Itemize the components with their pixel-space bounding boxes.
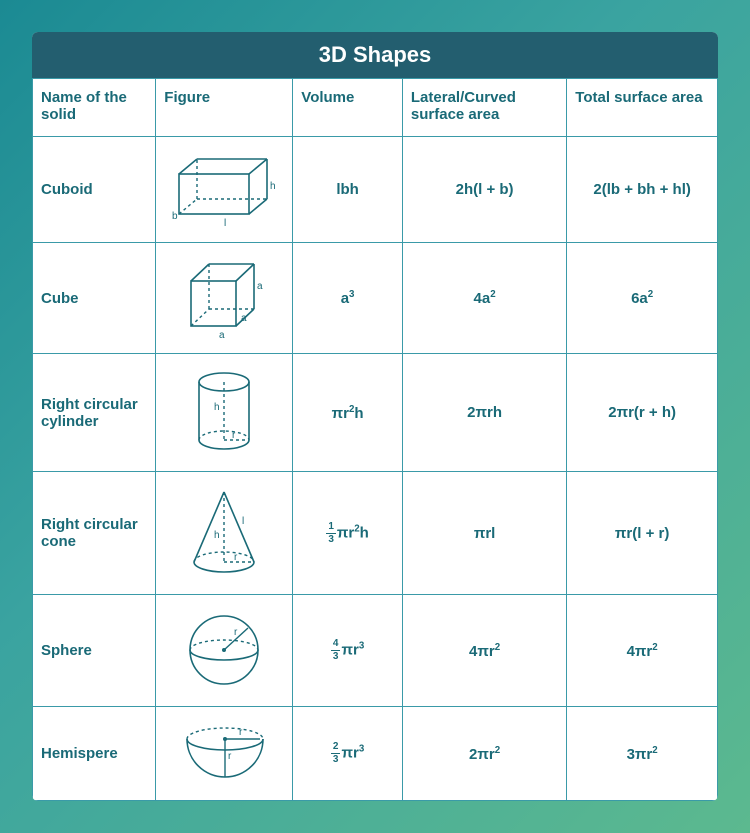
svg-text:l: l xyxy=(242,516,244,527)
cell-name: Sphere xyxy=(33,595,156,707)
cell-volume: 43πr3 xyxy=(293,595,403,707)
table-row: Cuboid h l b lbh2h(l + b)2(lb + bh + hl) xyxy=(33,137,718,243)
cell-figure: h l b xyxy=(156,137,293,243)
cell-lateral: 4πr2 xyxy=(402,595,566,707)
cell-name: Right circular cone xyxy=(33,471,156,595)
card-title: 3D Shapes xyxy=(32,32,718,78)
svg-text:l: l xyxy=(224,218,226,229)
svg-text:h: h xyxy=(214,402,220,413)
table-row: Right circular cone h l r 13πr2hπrlπr(l … xyxy=(33,471,718,595)
header-total: Total surface area xyxy=(567,79,718,137)
table-row: Hemispere r r 23πr32πr23πr2 xyxy=(33,707,718,801)
svg-text:r: r xyxy=(239,727,243,738)
cell-volume: 13πr2h xyxy=(293,471,403,595)
svg-text:a: a xyxy=(257,281,263,292)
table-body: Cuboid h l b lbh2h(l + b)2(lb + bh + hl)… xyxy=(33,137,718,801)
cell-lateral: 2πr2 xyxy=(402,707,566,801)
svg-text:r: r xyxy=(228,751,232,762)
cell-volume: a3 xyxy=(293,242,403,354)
header-figure: Figure xyxy=(156,79,293,137)
cell-total: 2πr(r + h) xyxy=(567,354,718,472)
cell-figure: r r xyxy=(156,707,293,801)
cell-figure: r xyxy=(156,595,293,707)
svg-text:a: a xyxy=(219,330,225,341)
header-lateral: Lateral/Curved surface area xyxy=(402,79,566,137)
svg-text:h: h xyxy=(270,181,276,192)
svg-text:r: r xyxy=(234,627,238,638)
cell-figure: a a a xyxy=(156,242,293,354)
cell-total: 2(lb + bh + hl) xyxy=(567,137,718,243)
table-row: Right circular cylinder h r πr2h2πrh2πr(… xyxy=(33,354,718,472)
shapes-table: Name of the solid Figure Volume Lateral/… xyxy=(32,78,718,801)
svg-text:a: a xyxy=(241,313,247,324)
cell-name: Hemispere xyxy=(33,707,156,801)
header-row: Name of the solid Figure Volume Lateral/… xyxy=(33,79,718,137)
cell-lateral: 4a2 xyxy=(402,242,566,354)
cell-lateral: 2πrh xyxy=(402,354,566,472)
svg-text:r: r xyxy=(232,430,236,441)
cell-figure: h r xyxy=(156,354,293,472)
shapes-card: 3D Shapes Name of the solid Figure Volum… xyxy=(32,32,718,801)
cell-total: 3πr2 xyxy=(567,707,718,801)
cell-volume: lbh xyxy=(293,137,403,243)
cell-name: Cuboid xyxy=(33,137,156,243)
cell-lateral: 2h(l + b) xyxy=(402,137,566,243)
cell-name: Cube xyxy=(33,242,156,354)
cell-volume: 23πr3 xyxy=(293,707,403,801)
cell-total: 4πr2 xyxy=(567,595,718,707)
cell-name: Right circular cylinder xyxy=(33,354,156,472)
cell-total: 6a2 xyxy=(567,242,718,354)
header-name: Name of the solid xyxy=(33,79,156,137)
cell-figure: h l r xyxy=(156,471,293,595)
cell-lateral: πrl xyxy=(402,471,566,595)
header-volume: Volume xyxy=(293,79,403,137)
table-row: Sphere r 43πr34πr24πr2 xyxy=(33,595,718,707)
svg-text:h: h xyxy=(214,530,220,541)
table-row: Cube a a a a34a26a2 xyxy=(33,242,718,354)
cell-total: πr(l + r) xyxy=(567,471,718,595)
cell-volume: πr2h xyxy=(293,354,403,472)
svg-text:b: b xyxy=(172,211,178,222)
